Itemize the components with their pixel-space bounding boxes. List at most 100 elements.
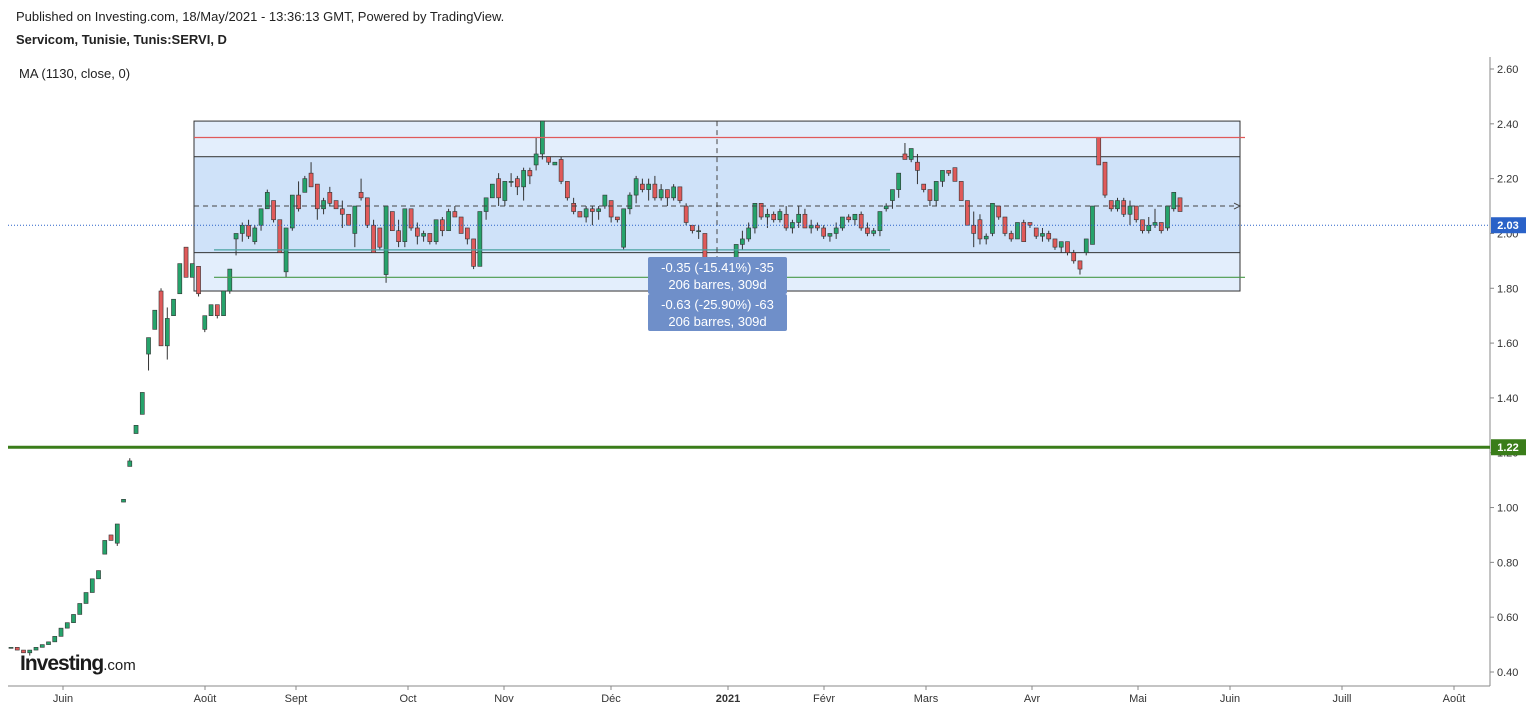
x-tick-label-1: Août	[194, 693, 217, 705]
candle-body-121	[765, 213, 770, 218]
candle-body-98	[621, 208, 626, 248]
candle-body-81	[515, 178, 520, 188]
candle-122	[771, 211, 776, 223]
candle-body-138	[871, 230, 877, 234]
candle-19	[127, 458, 133, 467]
candle-body-55	[352, 205, 358, 234]
candle-36	[233, 233, 239, 256]
candle-146	[921, 183, 927, 193]
x-tick-label-9: Avr	[1024, 693, 1041, 705]
candle-102	[646, 178, 651, 201]
candle-body-133	[840, 216, 845, 229]
candle-139	[877, 211, 883, 237]
candle-body-54	[346, 213, 351, 226]
candle-body-56	[358, 192, 364, 199]
candle-110	[696, 225, 701, 239]
candle-body-157	[990, 203, 995, 234]
candle-46	[296, 181, 301, 212]
candle-body-14	[96, 570, 101, 580]
candle-body-51	[327, 192, 333, 204]
candle-body-73	[465, 227, 470, 240]
candle-body-101	[640, 183, 645, 190]
candle-88	[558, 156, 564, 185]
candle-body-2	[21, 649, 26, 654]
overlay-layer: 2.03 1.22	[8, 121, 1526, 456]
candle-86	[546, 156, 551, 165]
indicator-label[interactable]: MA (1130, close, 0)	[19, 66, 131, 81]
x-tick-label-8: Mars	[914, 693, 939, 705]
candle-95	[602, 194, 608, 209]
candle-14	[96, 570, 101, 580]
candle-140	[883, 203, 889, 212]
candle-body-120	[758, 203, 764, 218]
candle-body-144	[908, 148, 914, 160]
candle-body-19	[127, 460, 133, 467]
candle-body-149	[940, 170, 945, 182]
candle-body-184	[1158, 222, 1164, 232]
x-tick-label-4: Nov	[494, 693, 514, 705]
candle-body-65	[415, 227, 420, 237]
measure-tooltip-2-bars: 206 barres, 309d	[668, 314, 767, 329]
x-tick-label-5: Déc	[601, 693, 621, 705]
candle-body-67	[427, 233, 433, 242]
candle-162	[1021, 219, 1027, 242]
candle-70	[446, 208, 451, 232]
candle-98	[621, 208, 626, 250]
candle-170	[1071, 249, 1077, 264]
x-tick-label-13: Août	[1443, 693, 1466, 705]
candle-8	[58, 627, 64, 637]
candle-7	[52, 636, 58, 643]
candle-58	[371, 219, 376, 253]
candle-154	[971, 211, 977, 248]
candle-119	[752, 203, 758, 234]
candle-15	[102, 540, 108, 555]
candle-body-104	[658, 189, 664, 199]
candle-body-93	[590, 208, 595, 212]
candle-169	[1065, 241, 1070, 256]
candle-89	[565, 181, 570, 201]
candle-167	[1052, 238, 1058, 250]
candle-body-178	[1121, 200, 1127, 215]
candle-body-148	[933, 181, 939, 201]
candle-body-127	[802, 213, 808, 229]
candle-body-96	[608, 200, 614, 218]
candle-101	[640, 178, 645, 193]
candle-40	[258, 208, 264, 231]
candle-105	[665, 189, 670, 207]
ma-label: 1.22	[1497, 442, 1518, 454]
candle-6	[46, 641, 51, 645]
candle-body-91	[577, 211, 583, 218]
x-tick-label-2: Sept	[285, 693, 308, 705]
candle-0	[8, 647, 14, 649]
candle-body-137	[865, 227, 870, 234]
candle-body-86	[546, 156, 551, 163]
candle-body-42	[271, 200, 276, 221]
candle-body-4	[33, 647, 39, 651]
candle-body-49	[314, 183, 320, 210]
candle-176	[1108, 200, 1114, 212]
candle-51	[327, 186, 333, 207]
x-tick-label-0: Juin	[53, 693, 73, 705]
candle-body-109	[690, 224, 695, 232]
candle-body-13	[89, 578, 95, 593]
candle-44	[283, 227, 289, 278]
candle-20	[133, 425, 139, 434]
candle-body-71	[452, 211, 458, 218]
candle-body-76	[483, 197, 489, 212]
candle-172	[1083, 238, 1089, 256]
candle-body-128	[808, 224, 814, 229]
candle-body-147	[927, 189, 933, 201]
candle-80	[508, 173, 514, 187]
candle-body-84	[533, 153, 539, 166]
y-tick-label-10: 0.60	[1497, 612, 1518, 624]
candle-143	[902, 143, 908, 160]
measure-tooltip-1-bars: 206 barres, 309d	[668, 277, 767, 292]
candle-body-82	[521, 170, 526, 188]
candle-142	[896, 172, 902, 198]
candle-13	[89, 578, 95, 593]
candle-76	[483, 197, 489, 220]
candle-body-9	[64, 622, 70, 629]
candle-body-10	[71, 614, 76, 623]
candle-74	[471, 238, 476, 270]
